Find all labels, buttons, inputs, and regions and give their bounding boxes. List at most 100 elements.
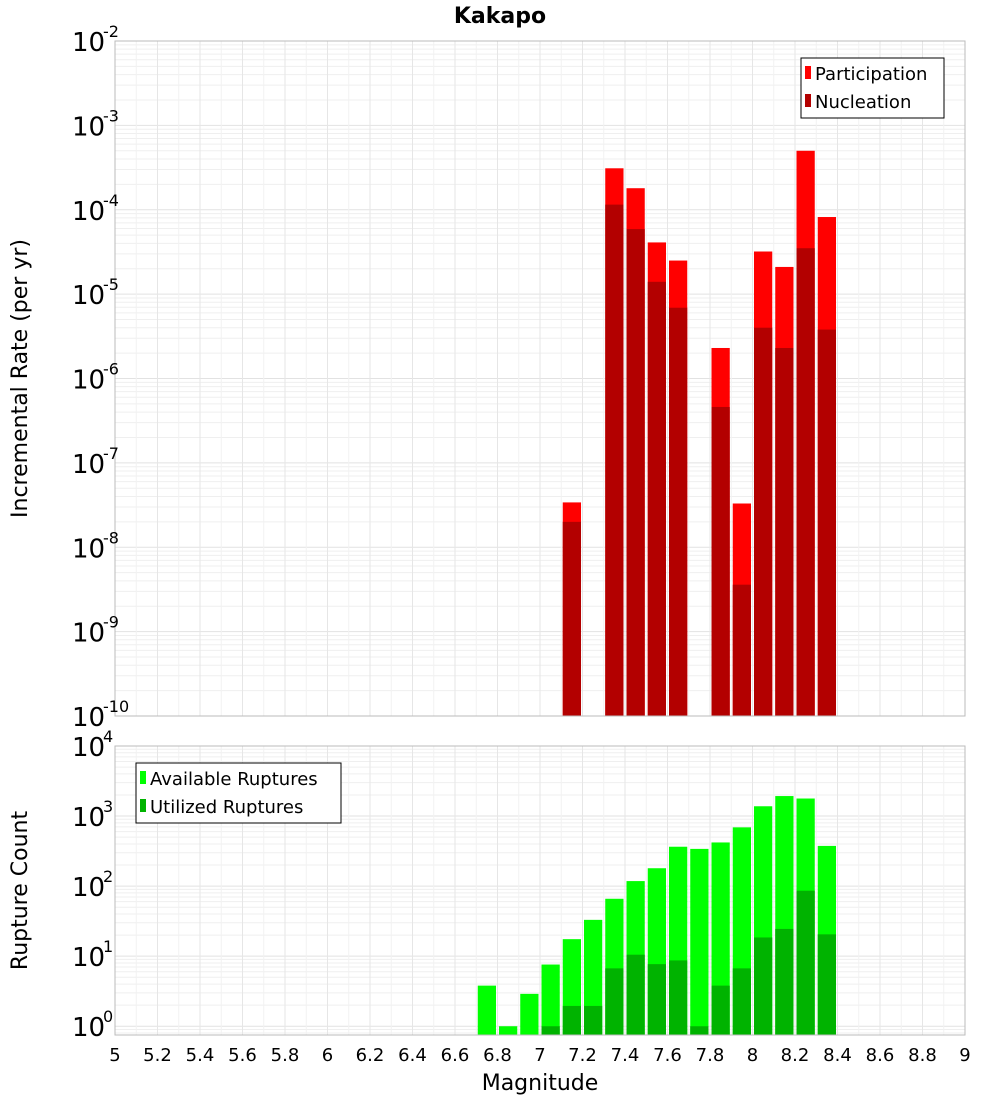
y-tick-label-exponent: 2 <box>103 867 113 886</box>
x-tick-label: 7.8 <box>696 1045 725 1066</box>
x-tick-label: 6 <box>322 1045 333 1066</box>
x-tick-label: 7.4 <box>611 1045 640 1066</box>
legend-label: Nucleation <box>815 92 911 113</box>
y-tick-label-exponent: 1 <box>103 937 113 956</box>
y-tick-label-base: 10 <box>72 112 105 142</box>
x-tick-label: 6.8 <box>483 1045 512 1066</box>
primary-bar <box>541 964 560 1035</box>
y-tick-label-exponent: -4 <box>103 191 119 210</box>
legend-swatch <box>140 799 146 812</box>
y-tick-label-exponent: -2 <box>103 22 119 41</box>
x-tick-label: 8.8 <box>908 1045 937 1066</box>
chart-title: Kakapo <box>454 4 546 29</box>
secondary-bar <box>647 281 666 716</box>
y-tick-label-base: 10 <box>72 28 105 58</box>
secondary-bar <box>796 890 815 1035</box>
x-tick-label: 6.6 <box>441 1045 470 1066</box>
legend-label: Utilized Ruptures <box>150 797 303 818</box>
x-tick-label: 6.2 <box>356 1045 385 1066</box>
secondary-bar <box>711 406 730 716</box>
primary-bar <box>477 985 496 1035</box>
x-tick-label: 5.6 <box>228 1045 257 1066</box>
y-tick-label-exponent: -6 <box>103 360 119 379</box>
bars <box>477 796 836 1035</box>
secondary-bar <box>669 307 688 716</box>
y-tick-label-exponent: -8 <box>103 528 119 547</box>
primary-bar <box>499 1026 518 1035</box>
legend-label: Available Ruptures <box>150 769 318 790</box>
secondary-bar <box>775 928 794 1035</box>
secondary-bar <box>817 934 836 1035</box>
y-tick-label-base: 10 <box>72 733 105 763</box>
legend: Available Ruptures Utilized Ruptures <box>135 762 342 824</box>
secondary-bar <box>626 954 645 1035</box>
y-tick-label-base: 10 <box>72 197 105 227</box>
secondary-bar <box>605 968 624 1035</box>
x-tick-label: 7.6 <box>653 1045 682 1066</box>
y-tick-label-exponent: -3 <box>103 106 119 125</box>
secondary-bar <box>754 937 773 1035</box>
x-tick-label: 7 <box>534 1045 545 1066</box>
x-axis: 5 5.2 5.4 5.6 5.8 6 6.2 6.4 6.6 6.8 7 7.2 7.4 7.6 7.8 8… <box>109 1045 970 1066</box>
secondary-bar <box>647 964 666 1035</box>
y-tick-label-base: 10 <box>72 450 105 480</box>
legend: Participation Nucleation <box>800 57 945 119</box>
secondary-bar <box>817 329 836 716</box>
x-axis-label: Magnitude <box>482 1071 599 1096</box>
legend-box <box>800 57 945 119</box>
secondary-bar <box>711 985 730 1035</box>
legend-swatch <box>805 66 811 79</box>
secondary-bar <box>796 248 815 717</box>
x-tick-label: 7.2 <box>568 1045 597 1066</box>
y-tick-label-exponent: 3 <box>103 797 113 816</box>
x-tick-label: 8.6 <box>866 1045 895 1066</box>
y-axis-label: Rupture Count <box>8 811 33 971</box>
bars <box>562 150 836 717</box>
legend-label: Participation <box>815 64 927 85</box>
y-axis-label: Incremental Rate (per yr) <box>8 239 33 518</box>
primary-bar <box>690 848 709 1035</box>
y-tick-label-base: 10 <box>72 803 105 833</box>
x-tick-label: 5.8 <box>271 1045 300 1066</box>
secondary-bar <box>541 1026 560 1035</box>
x-tick-label: 8.4 <box>823 1045 852 1066</box>
x-tick-label: 5 <box>109 1045 120 1066</box>
y-tick-label-base: 10 <box>72 1013 105 1043</box>
plot-frame <box>114 745 966 1036</box>
x-tick-label: 9 <box>959 1045 970 1066</box>
legend-swatch <box>805 94 811 107</box>
secondary-bar <box>754 327 773 716</box>
y-tick-label-base: 10 <box>72 281 105 311</box>
x-tick-label: 6.4 <box>398 1045 427 1066</box>
y-tick-label-base: 10 <box>72 703 105 733</box>
legend-swatch <box>140 771 146 784</box>
y-tick-label-base: 10 <box>72 534 105 564</box>
gridlines <box>114 41 966 717</box>
x-tick-label: 5.2 <box>143 1045 172 1066</box>
x-tick-label: 8.2 <box>781 1045 810 1066</box>
y-tick-label-exponent: -7 <box>103 444 119 463</box>
y-tick-label-exponent: 0 <box>103 1007 113 1026</box>
x-tick-label: 8 <box>747 1045 758 1066</box>
secondary-bar <box>584 1005 603 1035</box>
y-tick-label-base: 10 <box>72 873 105 903</box>
rate-panel: 10-1010-910-810-710-610-510-410-310-2Inc… <box>8 22 966 733</box>
y-tick-label-exponent: 4 <box>103 727 113 746</box>
y-tick-label-base: 10 <box>72 619 105 649</box>
y-tick-label-exponent: -10 <box>103 697 129 716</box>
x-tick-label: 5.4 <box>186 1045 215 1066</box>
secondary-bar <box>626 229 645 717</box>
secondary-bar <box>775 347 794 716</box>
legend-box <box>135 762 342 824</box>
y-tick-label-base: 10 <box>72 943 105 973</box>
plot-frame <box>114 40 966 717</box>
y-tick-label-exponent: -5 <box>103 275 119 294</box>
secondary-bar <box>669 960 688 1035</box>
secondary-bar <box>732 968 751 1035</box>
y-tick-label-exponent: -9 <box>103 613 119 632</box>
secondary-bar <box>605 204 624 717</box>
secondary-bar <box>690 1026 709 1035</box>
secondary-bar <box>732 584 751 716</box>
secondary-bar <box>562 1005 581 1035</box>
